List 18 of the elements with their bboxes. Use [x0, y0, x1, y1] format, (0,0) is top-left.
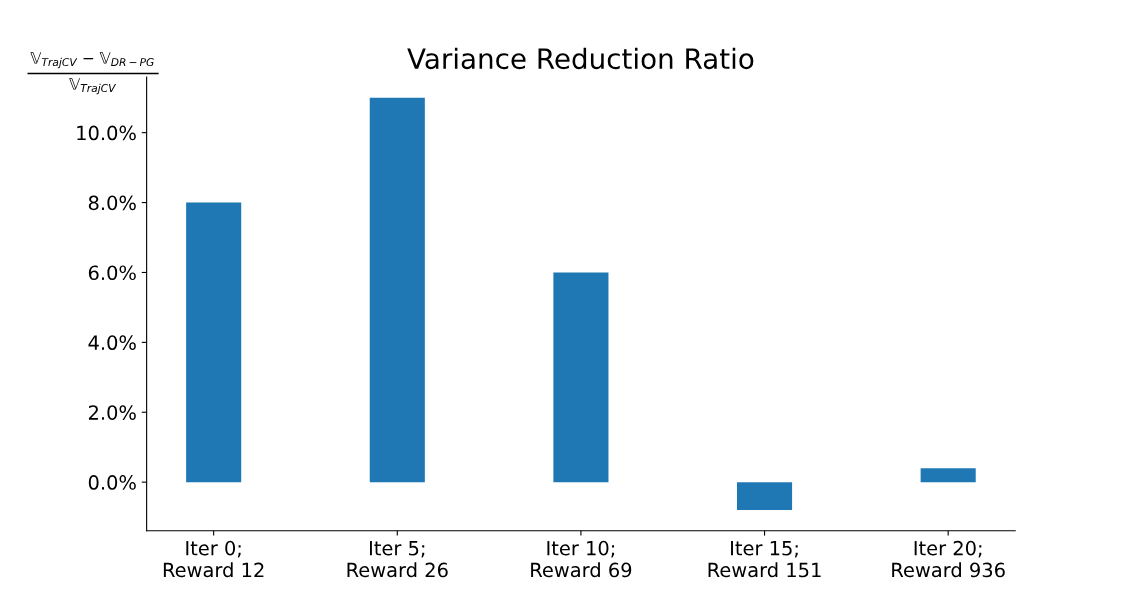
y-tick-label: 0.0%	[88, 475, 136, 490]
chart-title: Variance Reduction Ratio	[407, 47, 754, 70]
y-tick-label: 10.0%	[77, 125, 136, 141]
y-tick-label: 8.0%	[88, 195, 136, 211]
x-tick-label: Iter 20; Reward 936	[892, 540, 1005, 578]
bar	[920, 468, 976, 483]
bar	[186, 202, 242, 483]
x-tick-label: Iter 0; Reward 12	[163, 540, 264, 578]
y-tick-label: 6.0%	[88, 265, 136, 281]
y-tick-label: 4.0%	[88, 335, 136, 351]
x-tick-label: Iter 15; Reward 151	[708, 541, 821, 578]
bar	[737, 482, 793, 511]
x-tick-label: Iter 5; Reward 26	[347, 541, 448, 578]
x-tick-label: Iter 10; Reward 69	[531, 540, 632, 578]
bar	[369, 97, 425, 483]
bar	[553, 272, 609, 483]
y-tick-label: 2.0%	[88, 405, 136, 420]
text: 𝕍$_{TrajCV}$ − 𝕍$_{DR−PG}$ 𝕍$_{TrajCV}$	[30, 52, 154, 95]
